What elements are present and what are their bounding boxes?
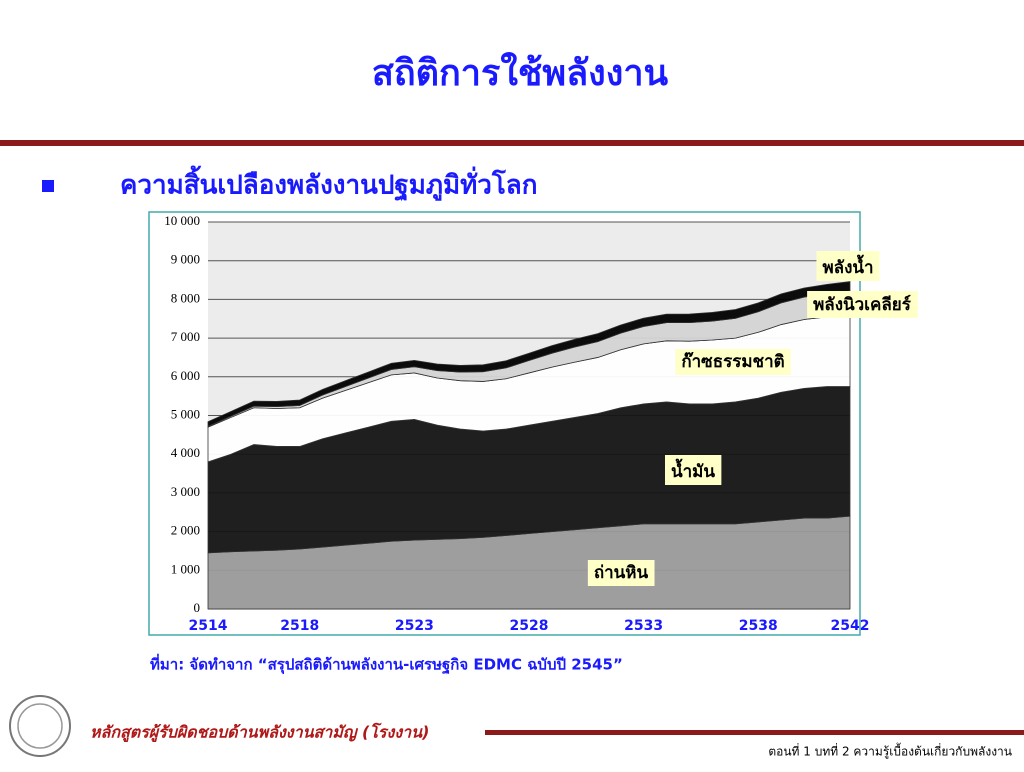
- y-tick-label: 4 000: [171, 445, 200, 460]
- series-label-box: [587, 560, 655, 586]
- y-tick-label: 5 000: [171, 406, 200, 421]
- series-label-box: [665, 455, 722, 485]
- x-tick-label: 2518: [280, 618, 319, 634]
- bullet-mark: [42, 180, 54, 192]
- series-label: พลังนิวเคลียร์: [813, 294, 912, 315]
- series-label: น้ำมัน: [671, 458, 715, 482]
- x-tick-label: 2514: [189, 618, 228, 634]
- series-label: พลังน้ำ: [822, 254, 873, 278]
- slide-title: สถิติการใช้พลังงาน: [372, 51, 669, 94]
- y-tick-label: 3 000: [171, 484, 200, 499]
- series-label: ก๊าซธรรมชาติ: [681, 352, 784, 372]
- divider: [0, 140, 1024, 146]
- source: ที่มา: จัดทำจาก “สรุปสถิติด้านพลังงาน-เศ…: [150, 654, 623, 675]
- y-tick-label: 9 000: [171, 252, 200, 267]
- y-tick-label: 2 000: [171, 523, 200, 538]
- footer-text: ตอนที่ 1 บทที่ 2 ความรู้เบื้องต้นเกี่ยวก…: [768, 743, 1012, 760]
- x-tick-label: 2533: [624, 618, 663, 634]
- bullet-text: ความสิ้นเปลืองพลังงานปฐมภูมิทั่วโลก: [120, 165, 538, 203]
- x-tick-label: 2538: [739, 618, 778, 634]
- area: [207, 281, 851, 427]
- logo-inner: [17, 703, 63, 749]
- logo: [9, 695, 71, 757]
- series-label-box: [816, 251, 880, 281]
- chart: 0 1 000 2 000 3 000 4 000 5 000 6 000 7 000 8 00…: [164, 213, 918, 634]
- y-tick-label: 6 000: [171, 368, 200, 383]
- course-name: หลักสูตรผู้รับผิดชอบด้านพลังงานสามัญ (โร…: [90, 723, 429, 743]
- x-tick-label: 2523: [395, 618, 434, 634]
- y-tick-label: 7 000: [171, 329, 200, 344]
- series-label-box: [807, 291, 918, 318]
- y-tick-label: 10 000: [164, 213, 200, 228]
- series-label-box: [675, 349, 791, 375]
- series-label: ถ่านหิน: [594, 563, 649, 583]
- x-tick-label: 2542: [831, 618, 870, 634]
- y-tick-label: 0: [194, 600, 201, 615]
- y-tick-label: 8 000: [171, 290, 200, 305]
- y-tick-label: 1 000: [171, 561, 200, 576]
- x-tick-label: 2528: [510, 618, 549, 634]
- footer-line: [485, 730, 1024, 735]
